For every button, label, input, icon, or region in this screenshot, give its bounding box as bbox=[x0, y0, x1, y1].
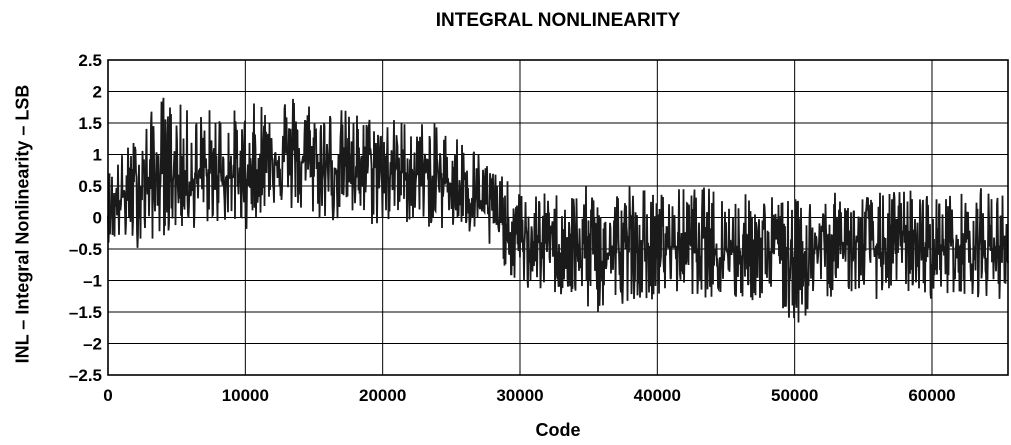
y-tick-label: 1.5 bbox=[78, 114, 102, 133]
x-axis-label: Code bbox=[535, 420, 581, 440]
y-tick-label: 0 bbox=[93, 209, 102, 228]
x-tick-label: 60000 bbox=[908, 386, 955, 405]
y-tick-label: –1 bbox=[83, 272, 102, 291]
x-tick-label: 20000 bbox=[359, 386, 406, 405]
y-tick-label: –2 bbox=[83, 335, 102, 354]
chart-title: INTEGRAL NONLINEARITY bbox=[435, 10, 681, 31]
y-tick-label: 1 bbox=[93, 146, 102, 165]
x-tick-label: 10000 bbox=[222, 386, 269, 405]
x-tick-label: 50000 bbox=[771, 386, 818, 405]
y-tick-labels: 2.5 2 1.5 1 0.5 0 –0.5 –1 –1.5 –2 –2.5 bbox=[69, 51, 102, 385]
inl-trace bbox=[107, 97, 1009, 323]
x-tick-label: 0 bbox=[103, 386, 112, 405]
y-tick-label: –1.5 bbox=[69, 303, 102, 322]
y-tick-label: 2.5 bbox=[78, 51, 102, 70]
plot-frame bbox=[107, 59, 1009, 376]
x-tick-label: 30000 bbox=[496, 386, 543, 405]
x-tick-label: 40000 bbox=[634, 386, 681, 405]
y-tick-label: –0.5 bbox=[69, 240, 102, 259]
y-tick-label: –2.5 bbox=[69, 366, 102, 385]
y-tick-label: 0.5 bbox=[78, 177, 102, 196]
inl-line bbox=[107, 97, 1009, 323]
x-tick-labels: 0 10000 20000 30000 40000 50000 60000 bbox=[103, 386, 955, 405]
y-tick-label: 2 bbox=[93, 83, 102, 102]
